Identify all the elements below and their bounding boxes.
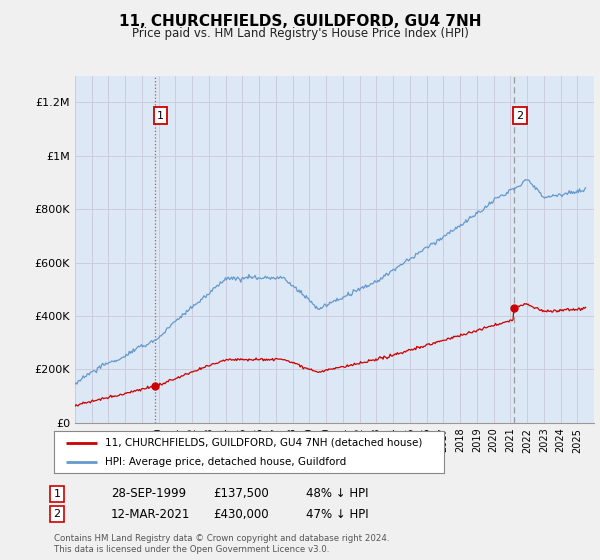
Text: 1: 1 (157, 111, 164, 120)
Text: 12-MAR-2021: 12-MAR-2021 (111, 507, 190, 521)
Text: 28-SEP-1999: 28-SEP-1999 (111, 487, 186, 501)
Text: £430,000: £430,000 (213, 507, 269, 521)
Text: HPI: Average price, detached house, Guildford: HPI: Average price, detached house, Guil… (105, 457, 346, 467)
Text: 47% ↓ HPI: 47% ↓ HPI (306, 507, 368, 521)
Text: 2: 2 (53, 509, 61, 519)
Text: 2: 2 (516, 111, 523, 120)
Text: £137,500: £137,500 (213, 487, 269, 501)
Text: Contains HM Land Registry data © Crown copyright and database right 2024.
This d: Contains HM Land Registry data © Crown c… (54, 534, 389, 554)
Text: 1: 1 (53, 489, 61, 499)
Text: Price paid vs. HM Land Registry's House Price Index (HPI): Price paid vs. HM Land Registry's House … (131, 27, 469, 40)
Text: 11, CHURCHFIELDS, GUILDFORD, GU4 7NH: 11, CHURCHFIELDS, GUILDFORD, GU4 7NH (119, 14, 481, 29)
Text: 11, CHURCHFIELDS, GUILDFORD, GU4 7NH (detached house): 11, CHURCHFIELDS, GUILDFORD, GU4 7NH (de… (105, 437, 422, 447)
Text: 48% ↓ HPI: 48% ↓ HPI (306, 487, 368, 501)
